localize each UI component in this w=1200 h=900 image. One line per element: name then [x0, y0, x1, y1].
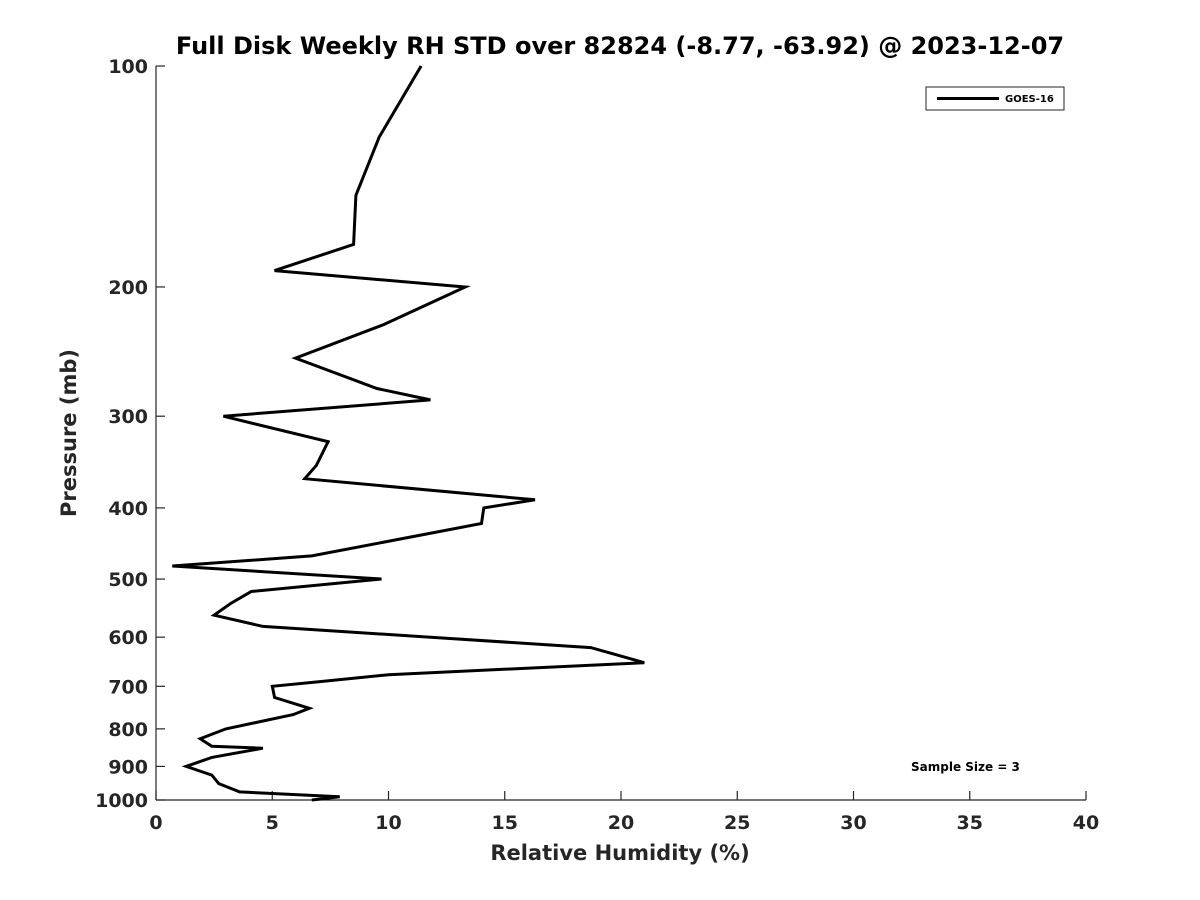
y-tick-label: 500 — [108, 569, 148, 591]
y-tick-label: 300 — [108, 406, 148, 428]
x-axis-label: Relative Humidity (%) — [490, 841, 749, 865]
x-tick-label: 40 — [1073, 812, 1099, 834]
series-line-goes-16 — [172, 65, 645, 802]
x-tick-label: 35 — [957, 812, 983, 834]
x-tick-label: 5 — [266, 812, 279, 834]
y-axis-label: Pressure (mb) — [57, 349, 81, 517]
chart-title: Full Disk Weekly RH STD over 82824 (-8.7… — [176, 32, 1064, 60]
sample-size-annotation: Sample Size = 3 — [911, 760, 1020, 774]
x-ticks: 0 5 10 15 20 25 30 35 40 — [149, 791, 1099, 834]
y-tick-label: 700 — [108, 676, 148, 698]
y-tick-label: 1000 — [95, 790, 148, 812]
x-tick-label: 10 — [375, 812, 401, 834]
y-ticks: 100 200 300 400 500 600 700 800 900 1000 — [95, 56, 165, 812]
x-tick-label: 20 — [608, 812, 634, 834]
plot-area: 0 5 10 15 20 25 30 35 40 100 200 300 400 500 600 700 80… — [95, 56, 1099, 834]
y-tick-label: 800 — [108, 719, 148, 741]
y-tick-label: 200 — [108, 277, 148, 299]
y-tick-label: 100 — [108, 56, 148, 78]
y-tick-label: 400 — [108, 498, 148, 520]
x-tick-label: 0 — [149, 812, 162, 834]
x-tick-label: 15 — [492, 812, 518, 834]
y-tick-label: 600 — [108, 627, 148, 649]
legend-label-goes-16: GOES-16 — [1005, 94, 1054, 105]
x-tick-label: 25 — [724, 812, 750, 834]
legend: GOES-16 — [925, 86, 1065, 111]
x-tick-label: 30 — [840, 812, 866, 834]
y-tick-label: 900 — [108, 756, 148, 778]
